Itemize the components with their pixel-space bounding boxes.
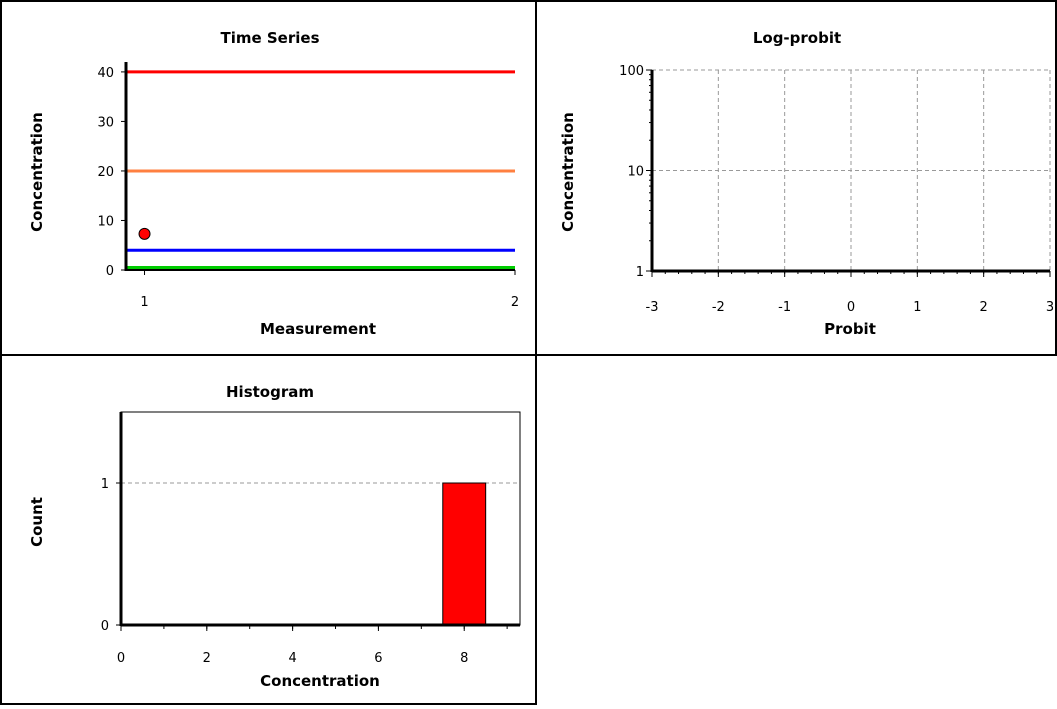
log-probit-panel-border [535, 0, 1057, 356]
time-series-panel-border [0, 0, 537, 356]
time-series-chart: Time Series Measurement Concentration 0 1… [28, 29, 519, 338]
x-tick-label: 4 [288, 651, 296, 666]
time-series-ylabel: Concentration [28, 112, 46, 232]
x-tick-label: 0 [847, 300, 855, 315]
x-tick-label: 3 [1046, 300, 1054, 315]
histogram-chart: Histogram Concentration Count 0 1 0 2 4 6 8 [28, 383, 521, 690]
histogram-title: Histogram [226, 383, 314, 401]
y-tick-label: 1 [101, 477, 109, 492]
log-probit-grid [651, 69, 1051, 272]
histogram-bar [442, 482, 487, 626]
x-tick-label: 6 [374, 651, 382, 666]
y-tick-label: 10 [627, 165, 644, 180]
log-probit-xlabel: Probit [824, 320, 876, 338]
log-probit-axes [646, 69, 1051, 277]
y-tick-label: 0 [101, 619, 109, 634]
x-tick-label: -3 [646, 300, 659, 315]
x-tick-label: -1 [778, 300, 791, 315]
x-tick-label: 2 [511, 295, 519, 310]
time-series-axes [121, 62, 516, 275]
y-tick-label: 1 [636, 265, 644, 280]
time-series-reference-lines [126, 70, 515, 270]
y-tick-label: 40 [97, 66, 114, 81]
x-tick-label: 1 [913, 300, 921, 315]
log-probit-tick-labels: 1 10 100 -3 -2 -1 0 1 2 3 [619, 64, 1054, 315]
log-probit-title: Log-probit [753, 29, 841, 47]
y-tick-label: 0 [106, 264, 114, 279]
histogram-tick-labels: 0 1 0 2 4 6 8 [101, 477, 469, 666]
data-point [138, 227, 151, 240]
y-tick-label: 100 [619, 64, 644, 79]
x-tick-label: 8 [460, 651, 468, 666]
time-series-points [138, 227, 151, 240]
histogram-xlabel: Concentration [260, 672, 380, 690]
time-series-tick-labels: 0 10 20 30 40 1 2 [97, 66, 519, 310]
x-tick-label: 2 [203, 651, 211, 666]
y-tick-label: 30 [97, 115, 114, 130]
log-probit-ylabel: Concentration [559, 112, 577, 232]
y-tick-label: 10 [97, 214, 114, 229]
y-tick-label: 20 [97, 165, 114, 180]
x-tick-label: -2 [712, 300, 725, 315]
time-series-title: Time Series [220, 29, 319, 47]
log-probit-chart: Log-probit Probit Concentration 110100-3… [559, 29, 1054, 338]
histogram-axes [116, 411, 521, 631]
x-tick-label: 2 [980, 300, 988, 315]
histogram-ylabel: Count [28, 497, 46, 547]
histogram-panel-border [0, 354, 537, 705]
x-tick-label: 0 [117, 651, 125, 666]
time-series-xlabel: Measurement [260, 320, 376, 338]
histogram-bars [442, 482, 487, 626]
x-tick-label: 1 [140, 295, 148, 310]
